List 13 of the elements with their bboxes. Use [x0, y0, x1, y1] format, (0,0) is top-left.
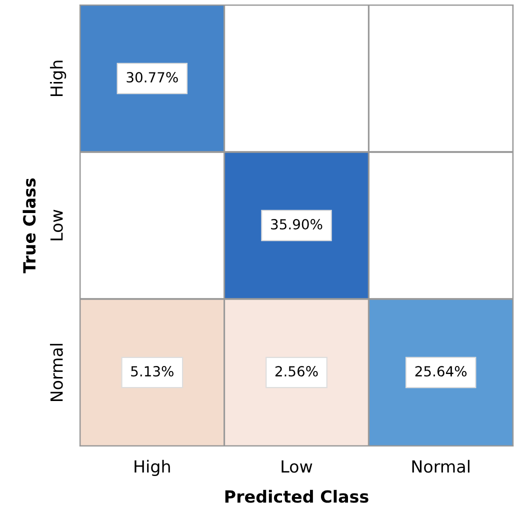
x-tick-label: Low	[282, 460, 312, 473]
data-label: 5.13%	[131, 366, 174, 377]
y-tick-label: High	[50, 60, 66, 96]
data-label: 30.77%	[126, 72, 178, 83]
y-axis-title: True Class	[22, 178, 36, 274]
x-tick-label: High	[134, 460, 170, 476]
y-tick-label: Normal	[50, 344, 63, 402]
y-tick-label: Low	[50, 210, 63, 240]
x-tick-label: Normal	[412, 460, 470, 473]
x-axis-title: Predicted Class	[225, 490, 368, 503]
data-label: 2.56%	[275, 366, 318, 377]
data-label: 35.90%	[271, 219, 322, 230]
data-label: 25.64%	[415, 366, 467, 377]
